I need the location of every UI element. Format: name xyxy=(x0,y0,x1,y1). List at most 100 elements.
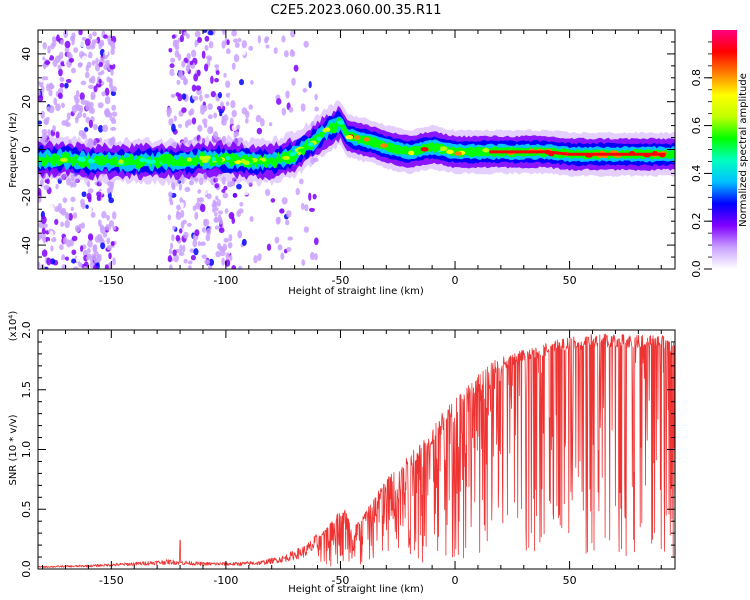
spectrogram-cell xyxy=(107,112,113,118)
spectrogram-cell xyxy=(189,60,194,66)
spectrogram-cell xyxy=(196,69,201,76)
spectrogram-cell xyxy=(303,226,310,233)
spectrogram-cell xyxy=(39,31,44,36)
spectrogram-cell xyxy=(52,125,56,133)
spectrogram-peak-cell xyxy=(248,158,254,164)
spectrogram-cell xyxy=(109,229,114,234)
spectrogram-peak-cell xyxy=(380,143,388,148)
spectrogram-cell xyxy=(71,37,75,46)
spectrogram-cell xyxy=(223,237,230,243)
spectrogram-cell xyxy=(77,111,83,118)
spectrogram-cell xyxy=(223,72,227,78)
spectrogram-cell xyxy=(194,30,201,38)
spectrogram-cell xyxy=(179,197,183,203)
spectrogram-cell xyxy=(207,126,213,135)
snr-y-label: SNR (10 * v/v) xyxy=(8,414,19,485)
spectrogram-cell xyxy=(89,101,94,109)
spectrogram-peak-cell xyxy=(282,155,290,161)
spectrogram-cell xyxy=(97,71,103,76)
spectrogram-cell xyxy=(60,221,64,228)
spectrogram-cell xyxy=(266,243,272,251)
spectrogram-cell xyxy=(72,123,77,132)
spectrogram-cell xyxy=(175,234,181,242)
spectrogram-cell xyxy=(264,188,271,197)
spectrogram-cell xyxy=(78,129,85,137)
spectrogram-cell xyxy=(44,76,49,81)
spectrogram-cell xyxy=(178,70,183,79)
spectrogram-cell xyxy=(206,227,212,236)
spectrogram-cell xyxy=(85,103,90,111)
spectrogram-cell xyxy=(54,218,59,226)
spectrogram-cell xyxy=(218,227,225,234)
spectrogram-cell xyxy=(90,91,96,100)
spectrogram-cell xyxy=(171,234,175,242)
spectrogram-cell xyxy=(208,41,214,49)
spectrogram-cell xyxy=(234,42,240,48)
spectrogram-cell xyxy=(98,237,104,242)
spectrogram-cell xyxy=(169,68,176,77)
spectrogram-cell xyxy=(313,71,319,80)
spectrogram-cell xyxy=(59,76,65,82)
spectrogram-cell xyxy=(111,118,117,125)
spectrogram-cell xyxy=(71,235,78,242)
spectrogram-cell xyxy=(87,233,94,241)
spectrogram-cell xyxy=(275,216,281,225)
colorbar: 0.0 0.2 0.4 0.6 0.8 Normalized spectral ampl… xyxy=(690,30,749,278)
spectrogram-cell xyxy=(38,261,41,269)
spectrogram-cell xyxy=(225,252,230,260)
spectrogram-y-tick-label: 40 xyxy=(20,47,33,61)
spectrogram-cell xyxy=(210,90,216,98)
spectrogram-cell xyxy=(101,210,107,219)
spectrogram-cell xyxy=(173,83,179,90)
spectrogram-cell xyxy=(222,192,229,199)
spectrogram-cell xyxy=(47,45,51,54)
spectrogram-cell xyxy=(44,67,51,72)
spectrogram-ridge-band xyxy=(38,117,675,170)
spectrogram-peak-cell xyxy=(367,140,375,145)
spectrogram-peak-cell xyxy=(234,159,241,165)
spectrogram-cell xyxy=(226,181,233,188)
spectrogram-cell xyxy=(106,187,111,194)
spectrogram-cell xyxy=(262,95,269,103)
spectrogram-cell xyxy=(191,117,197,125)
spectrogram-cell xyxy=(78,262,83,268)
snr-series-line xyxy=(38,333,675,568)
spectrogram-cell xyxy=(59,82,65,88)
spectrogram-cell xyxy=(48,55,55,61)
snr-y-tick-label: 1.0 xyxy=(20,441,33,459)
spectrogram-cell xyxy=(88,119,94,128)
spectrogram-cell xyxy=(202,118,208,125)
spectrogram-cell xyxy=(286,246,292,252)
snr-y-tick-label: 0.0 xyxy=(20,560,33,578)
spectrogram-cell xyxy=(238,265,243,269)
spectrogram-cell xyxy=(55,234,60,240)
spectrogram-cell xyxy=(65,122,71,127)
spectrogram-peak-cell xyxy=(179,160,187,166)
spectrogram-cell xyxy=(106,214,110,221)
spectrogram-cell xyxy=(57,64,62,70)
spectrogram-cell xyxy=(106,120,112,127)
spectrogram-cell xyxy=(284,219,290,226)
spectrogram-cell xyxy=(229,117,234,125)
spectrogram-cell xyxy=(86,61,92,69)
spectrogram-cell xyxy=(188,265,192,269)
spectrogram-cell xyxy=(50,42,55,50)
spectrogram-cell xyxy=(80,202,87,210)
spectrogram-cell xyxy=(38,120,43,125)
spectrogram-peak-cell xyxy=(435,146,441,151)
spectrogram-cell xyxy=(98,125,104,133)
spectrogram-cell xyxy=(201,227,207,233)
spectrogram-cell xyxy=(169,63,175,69)
spectrogram-cell xyxy=(204,259,211,265)
spectrogram-cell xyxy=(174,45,180,50)
spectrogram-peak-cell xyxy=(186,157,192,162)
spectrogram-cell xyxy=(274,236,280,244)
spectrogram-cell xyxy=(247,226,253,232)
spectrogram-cell xyxy=(313,253,318,261)
spectrogram-cell xyxy=(188,110,193,116)
spectrogram-cell xyxy=(207,30,214,36)
spectrogram-cell xyxy=(236,124,241,130)
spectrogram-cell xyxy=(186,33,190,39)
spectrogram-cell xyxy=(241,49,246,56)
